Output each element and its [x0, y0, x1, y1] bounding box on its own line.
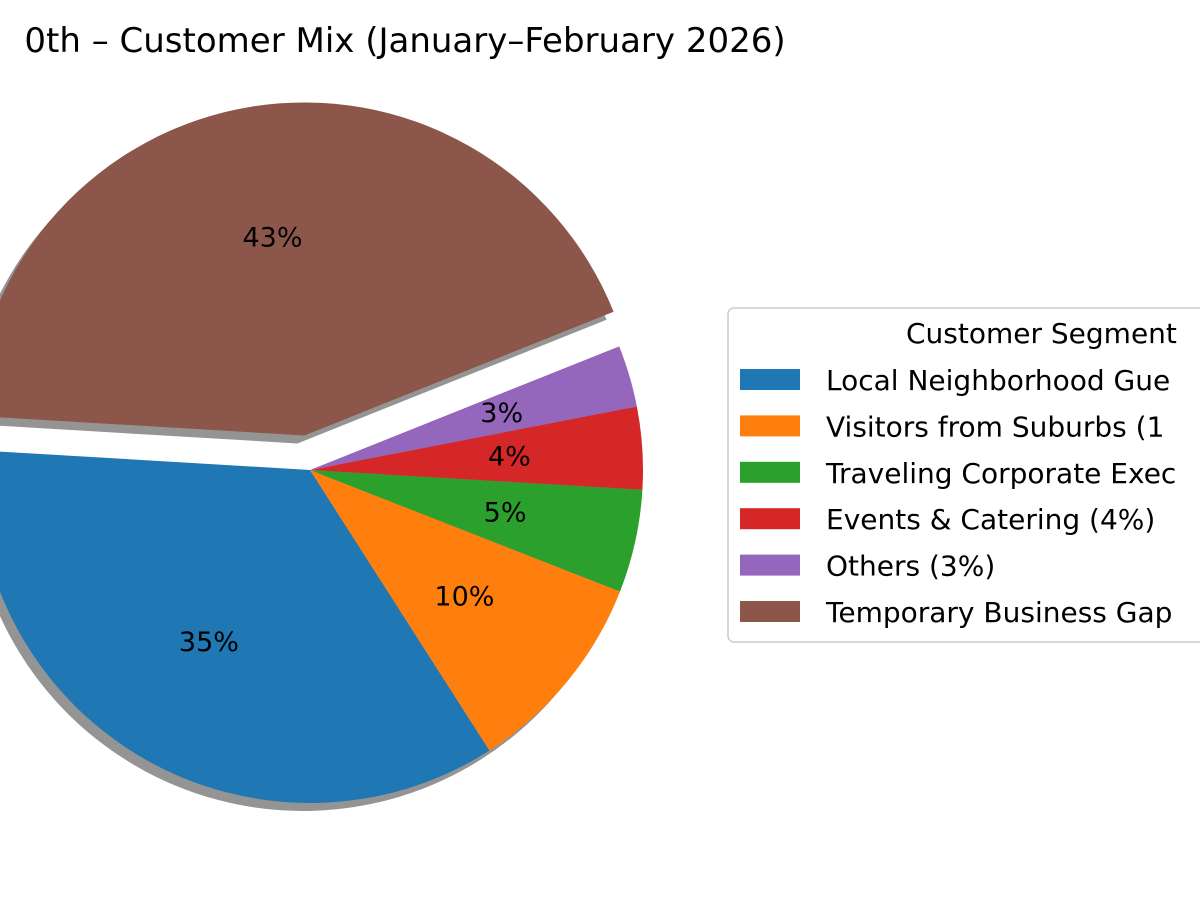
legend-item-label: Traveling Corporate Exec: [825, 457, 1176, 490]
legend-item-label: Local Neighborhood Gue: [826, 364, 1170, 397]
pie-slice-temporary-business-gap: [0, 102, 614, 436]
legend-item-label: Visitors from Suburbs (1: [826, 410, 1164, 443]
legend-items: Local Neighborhood Gue Visitors from Subu…: [740, 364, 1176, 629]
legend-item-label: Temporary Business Gap: [825, 596, 1172, 629]
legend-title: Customer Segment: [906, 317, 1177, 350]
pie-slices: [0, 102, 643, 803]
pie-slice-traveling-corporate-exec: [310, 470, 643, 592]
pie-slice-local-neighborhood-gue: [0, 451, 490, 803]
legend: Customer Segment Local Neighborhood Gue V…: [727, 307, 1200, 643]
legend-swatch: [740, 415, 800, 437]
pie-slice-percent-label: 4%: [488, 441, 531, 472]
legend-swatch: [740, 601, 800, 622]
pie-slice-percent-label: 5%: [484, 497, 527, 528]
pie-slice-percent-label: 3%: [480, 398, 523, 429]
legend-swatch: [740, 461, 800, 483]
legend-swatch: [740, 508, 800, 530]
pie-slice-percent-label: 43%: [242, 223, 302, 254]
pie-percent-labels: 35% 10% 5% 4% 3% 43%: [179, 223, 531, 658]
chart-title: 0th – Customer Mix (January–February 202…: [24, 21, 785, 61]
pie-slice-visitors-from-suburbs-1: [310, 470, 621, 751]
legend-item-label: Others (3%): [826, 550, 995, 583]
pie-slice-events-catering-4: [310, 406, 643, 490]
legend-swatch: [740, 369, 800, 390]
pie-slice-percent-label: 35%: [179, 627, 239, 658]
legend-swatch: [740, 554, 800, 576]
legend-frame: [727, 307, 1200, 643]
legend-item-label: Events & Catering (4%): [826, 503, 1155, 536]
pie-slice-others-3: [310, 346, 637, 470]
pie-slice-percent-label: 10%: [434, 581, 494, 612]
